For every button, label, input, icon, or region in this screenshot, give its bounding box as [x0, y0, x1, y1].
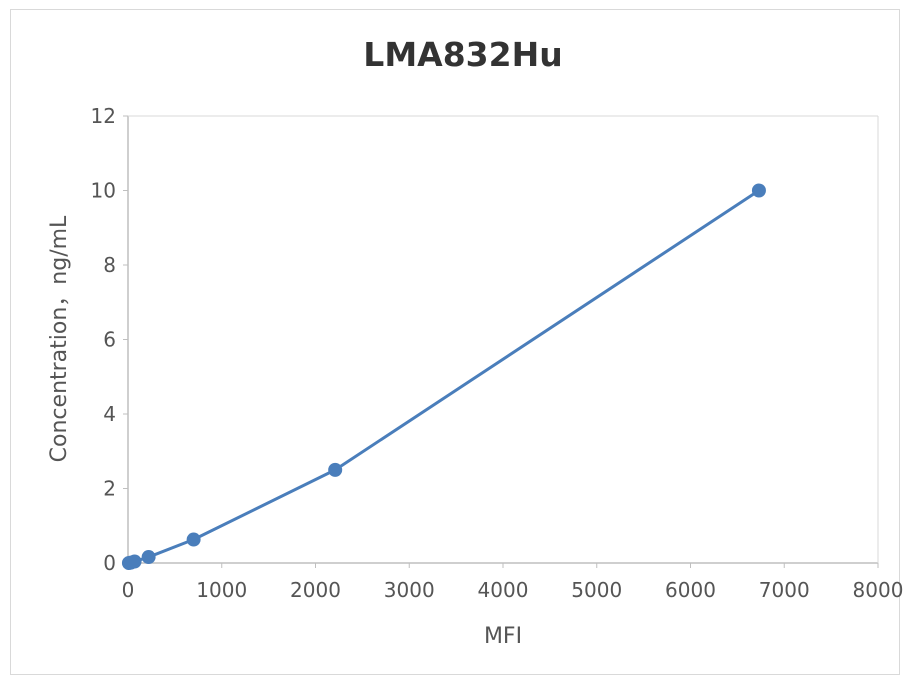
x-tick-label: 2000	[290, 578, 341, 602]
y-axis-label: Concentration，ng/mL	[47, 215, 72, 462]
x-tick-label: 1000	[196, 578, 247, 602]
x-tick-label: 3000	[384, 578, 435, 602]
data-point	[328, 462, 343, 477]
y-tick-label: 4	[103, 402, 116, 426]
data-point	[127, 554, 142, 569]
y-tick-label: 2	[103, 477, 116, 501]
x-tick-label: 0	[122, 578, 135, 602]
chart-frame	[10, 9, 900, 675]
x-tick-label: 5000	[571, 578, 622, 602]
series-line	[128, 189, 760, 565]
x-tick-label: 7000	[759, 578, 810, 602]
x-tick-label: 6000	[665, 578, 716, 602]
chart-title: LMA832Hu	[363, 35, 562, 74]
x-axis-label: MFI	[484, 624, 522, 649]
y-tick-label: 0	[103, 551, 116, 575]
series-layer	[121, 183, 766, 570]
y-tick-labels: 0 2 4 6 8 10 12	[91, 104, 128, 575]
data-point	[751, 183, 766, 198]
y-tick-label: 6	[103, 328, 116, 352]
x-tick-label: 4000	[478, 578, 529, 602]
x-tick-label: 8000	[853, 578, 904, 602]
x-tick-labels: 0 1000 2000 3000 4000 5000 6000 7000 8000	[122, 563, 904, 602]
y-tick-label: 10	[91, 179, 116, 203]
data-point	[141, 550, 156, 565]
y-tick-label: 8	[103, 253, 116, 277]
y-tick-label: 12	[91, 104, 116, 128]
data-point	[186, 532, 201, 547]
